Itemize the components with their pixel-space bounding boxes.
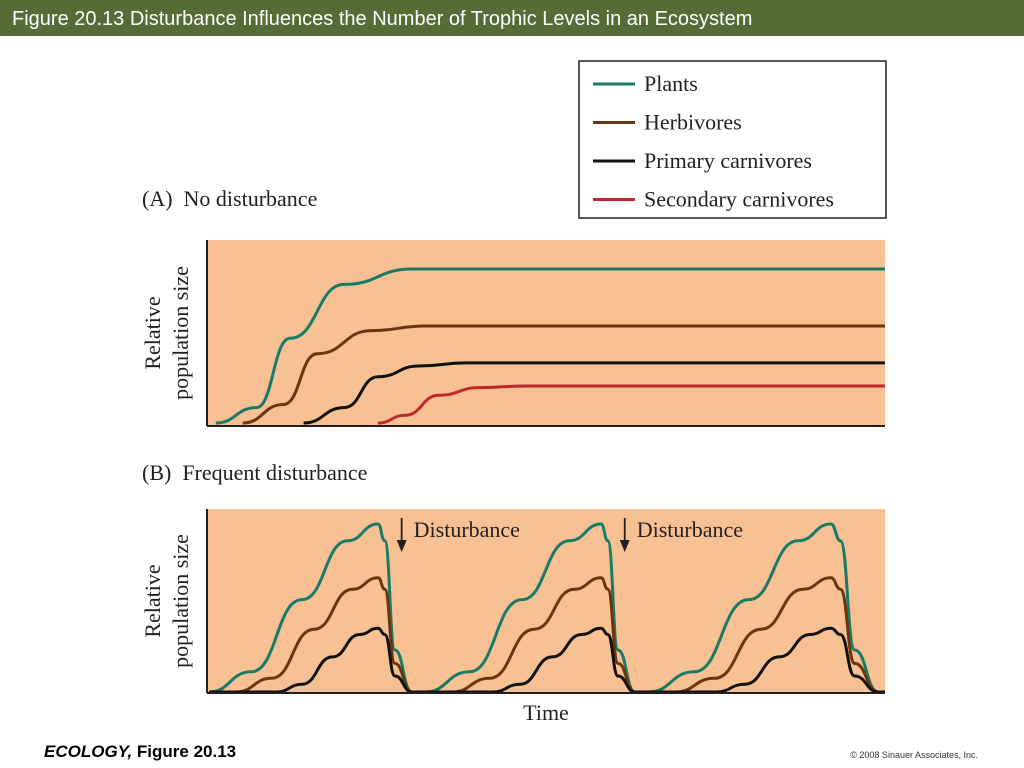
panel-a-lines <box>215 267 885 425</box>
title-bar: Figure 20.13 Disturbance Influences the … <box>0 0 1024 36</box>
panel-a-title: (A) No disturbance <box>142 186 317 211</box>
panel-a-y-label-line-1: Relative <box>140 296 165 369</box>
book-credit: ECOLOGY, Figure 20.13 <box>44 742 236 762</box>
disturbance-arrow-head-1 <box>396 540 407 552</box>
book-title: ECOLOGY, <box>44 742 133 761</box>
panel-a-plot-background <box>207 240 885 426</box>
panel-a-line-primary-carnivores <box>303 361 885 425</box>
panel-a-y-label-line-2: population size <box>168 266 193 400</box>
legend-label-secondary-carnivores: Secondary carnivores <box>644 187 834 212</box>
disturbance-arrow-head-2 <box>619 540 630 552</box>
figure-reference: Figure 20.13 <box>136 742 237 761</box>
panel-b-line-herbivores <box>209 576 885 694</box>
disturbance-label-2: Disturbance <box>637 517 743 542</box>
panel-b-plot-background <box>207 509 885 693</box>
panel-a-y-label: Relative population size <box>140 266 193 400</box>
panel-b-y-label: Relative population size <box>140 534 193 668</box>
panel-b-line-plants <box>208 522 885 694</box>
panel-a-line-herbivores <box>242 324 885 425</box>
panel-a-line-secondary-carnivores <box>377 384 885 425</box>
panel-b-line-primary-carnivores <box>209 626 885 694</box>
legend: Plants Herbivores Primary carnivores Second… <box>578 60 887 219</box>
legend-label-primary-carnivores: Primary carnivores <box>644 148 812 173</box>
legend-label-plants: Plants <box>644 71 698 96</box>
copyright-notice: © 2008 Sinauer Associates, Inc. <box>850 750 978 760</box>
slide-title: Figure 20.13 Disturbance Influences the … <box>12 8 753 30</box>
panel-b-y-label-line-2: population size <box>168 534 193 668</box>
panel-b-annotations: Disturbance Disturbance <box>396 517 743 552</box>
panel-b-title: (B) Frequent disturbance <box>142 460 367 485</box>
disturbance-label-1: Disturbance <box>414 517 520 542</box>
panel-b-lines <box>208 522 885 694</box>
legend-frame <box>578 60 887 219</box>
panel-a-line-plants <box>215 267 885 425</box>
trophic-levels-figure: Plants Herbivores Primary carnivores Second… <box>140 60 887 725</box>
x-axis-label-time: Time <box>523 700 569 725</box>
legend-label-herbivores: Herbivores <box>644 110 742 135</box>
panel-b-y-label-line-1: Relative <box>140 564 165 637</box>
